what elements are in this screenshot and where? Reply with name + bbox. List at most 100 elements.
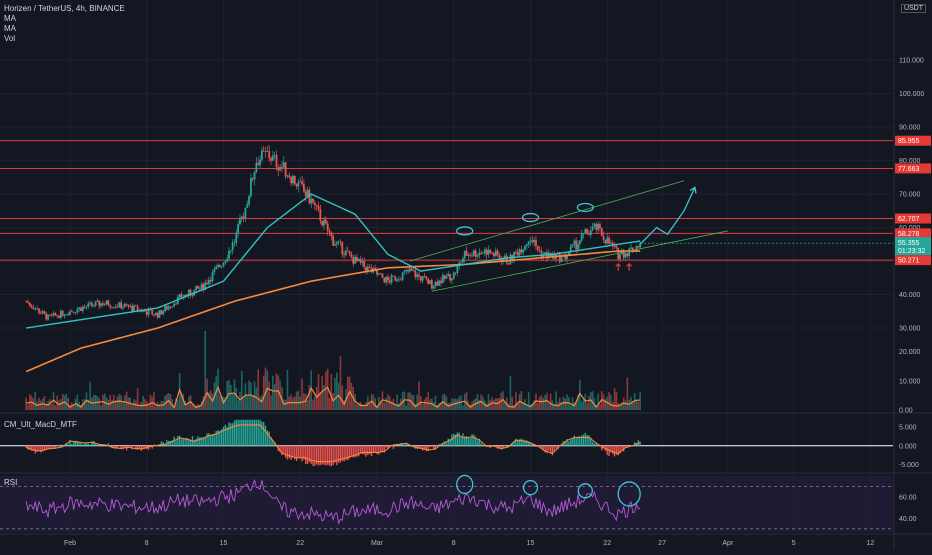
candle-body [336, 242, 338, 244]
candle-body [522, 249, 524, 252]
volume-bar [307, 400, 309, 410]
candle-body [232, 243, 234, 251]
macd-histogram-bar [374, 446, 375, 453]
candle-body [608, 238, 610, 244]
candle-body [270, 158, 272, 161]
macd-histogram-bar [261, 422, 262, 446]
volume-bar [67, 398, 69, 410]
macd-histogram-bar [195, 439, 196, 446]
candle-body [146, 311, 148, 314]
candle-body [266, 151, 268, 152]
candle-body [396, 280, 398, 281]
volume-bar [186, 404, 188, 410]
volume-bar [128, 397, 130, 410]
candle-body [224, 261, 226, 262]
macd-histogram-bar [312, 446, 313, 466]
macd-histogram-bar [305, 446, 306, 464]
volume-bar [235, 388, 237, 410]
time-tick-label: 12 [866, 540, 874, 547]
candle-body [237, 224, 239, 233]
macd-histogram-bar [504, 445, 505, 446]
candle-body [407, 270, 409, 271]
candle-body [431, 280, 433, 288]
macd-histogram-bar [329, 446, 330, 466]
candle-body [226, 259, 228, 261]
candle-body [58, 316, 60, 318]
candle-body [98, 301, 100, 306]
candle-body [460, 262, 462, 263]
candle-body [363, 261, 365, 267]
volume-bar [341, 386, 343, 410]
current-price-label: 55.355 [898, 240, 920, 247]
candle-body [573, 241, 575, 244]
volume-bar [120, 395, 122, 410]
candle-body [122, 307, 124, 308]
volume-bar [616, 392, 618, 410]
candle-body [398, 280, 400, 281]
macd-histogram-bar [210, 435, 211, 446]
candle-body [411, 269, 413, 271]
candle-body [195, 286, 197, 290]
volume-bar [581, 401, 583, 410]
candle-body [615, 246, 617, 248]
candle-body [316, 205, 318, 206]
macd-histogram-bar [621, 446, 622, 450]
level-label: 77.663 [898, 166, 920, 173]
macd-histogram-bar [88, 443, 89, 445]
candle-body [330, 232, 332, 236]
candle-body [254, 172, 256, 179]
candle-body [592, 227, 594, 231]
candle-body [361, 261, 363, 263]
volume-bar [263, 376, 265, 410]
candle-body [241, 217, 243, 219]
candle-body [151, 310, 153, 314]
candle-body [263, 150, 265, 151]
macd-histogram-bar [469, 438, 470, 446]
volume-bar [241, 371, 243, 410]
volume-bar [287, 370, 289, 410]
volume-bar [294, 397, 296, 410]
candle-body [351, 254, 353, 258]
candle-body [175, 304, 177, 305]
candle-body [299, 181, 301, 182]
candle-body [44, 311, 46, 313]
volume-bar [265, 368, 267, 410]
volume-bar [396, 394, 398, 410]
volume-bar [336, 373, 338, 410]
candle-body [228, 251, 230, 259]
rsi-pane-label: RSI [4, 478, 17, 487]
macd-histogram-bar [367, 446, 368, 455]
volume-bar [66, 394, 68, 410]
volume-bar [385, 398, 387, 410]
macd-histogram-bar [38, 446, 39, 451]
macd-histogram-bar [477, 440, 478, 445]
candle-body [255, 163, 257, 172]
volume-bar [257, 369, 259, 410]
candle-body [577, 244, 579, 249]
volume-bar [298, 391, 300, 410]
macd-histogram-bar [555, 446, 556, 449]
candle-body [394, 276, 396, 280]
macd-histogram-bar [296, 446, 297, 461]
volume-tick-label: 20.000 [899, 349, 921, 356]
time-tick-label: 22 [296, 540, 304, 547]
macd-histogram-bar [162, 442, 163, 446]
macd-histogram-bar [453, 434, 454, 446]
candle-body [159, 310, 161, 317]
currency-badge[interactable]: USDT [901, 4, 926, 13]
macd-histogram-bar [554, 446, 555, 451]
candle-body [109, 306, 111, 308]
candle-body [524, 246, 526, 249]
macd-histogram-bar [236, 420, 237, 446]
volume-bar [422, 404, 424, 410]
candle-body [235, 233, 237, 243]
candle-body [382, 274, 384, 278]
candle-body [42, 311, 44, 313]
candle-body [625, 253, 627, 257]
macd-histogram-bar [586, 435, 587, 446]
volume-bar [614, 388, 616, 410]
candle-body [33, 307, 35, 309]
macd-histogram-bar [585, 433, 586, 446]
